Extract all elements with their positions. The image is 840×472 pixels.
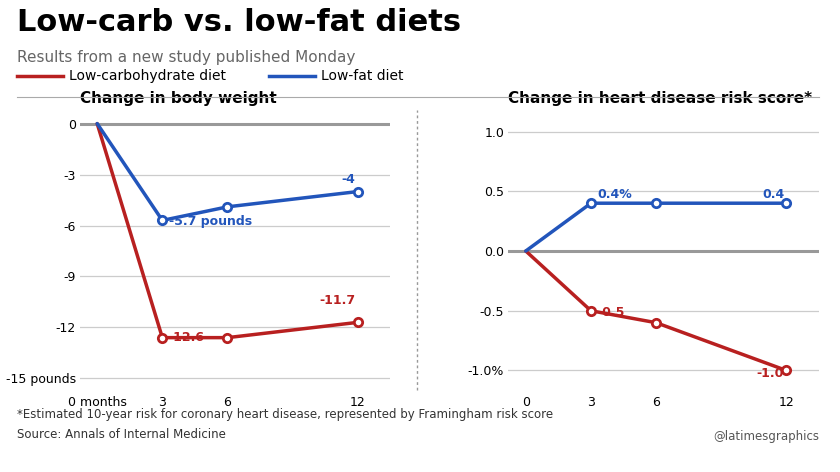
Text: -0.5: -0.5 bbox=[597, 306, 625, 319]
Text: *Estimated 10-year risk for coronary heart disease, represented by Framingham ri: *Estimated 10-year risk for coronary hea… bbox=[17, 408, 553, 421]
Text: Change in heart disease risk score*: Change in heart disease risk score* bbox=[508, 91, 812, 106]
Text: Low-carbohydrate diet: Low-carbohydrate diet bbox=[69, 69, 226, 83]
Text: -4: -4 bbox=[342, 173, 355, 186]
Text: Source: Annals of Internal Medicine: Source: Annals of Internal Medicine bbox=[17, 428, 226, 441]
Text: -12.6: -12.6 bbox=[169, 331, 205, 344]
Text: Results from a new study published Monday: Results from a new study published Monda… bbox=[17, 50, 355, 65]
Text: -1.0: -1.0 bbox=[757, 367, 785, 380]
Text: Low-carb vs. low-fat diets: Low-carb vs. low-fat diets bbox=[17, 8, 461, 37]
Text: @latimesgraphics: @latimesgraphics bbox=[713, 430, 819, 443]
Text: 0.4%: 0.4% bbox=[597, 188, 633, 201]
Text: Low-fat diet: Low-fat diet bbox=[321, 69, 403, 83]
Text: Change in body weight: Change in body weight bbox=[80, 91, 276, 106]
Text: -11.7: -11.7 bbox=[319, 294, 355, 307]
Text: -5.7 pounds: -5.7 pounds bbox=[169, 215, 252, 228]
Text: 0.4: 0.4 bbox=[762, 188, 785, 201]
